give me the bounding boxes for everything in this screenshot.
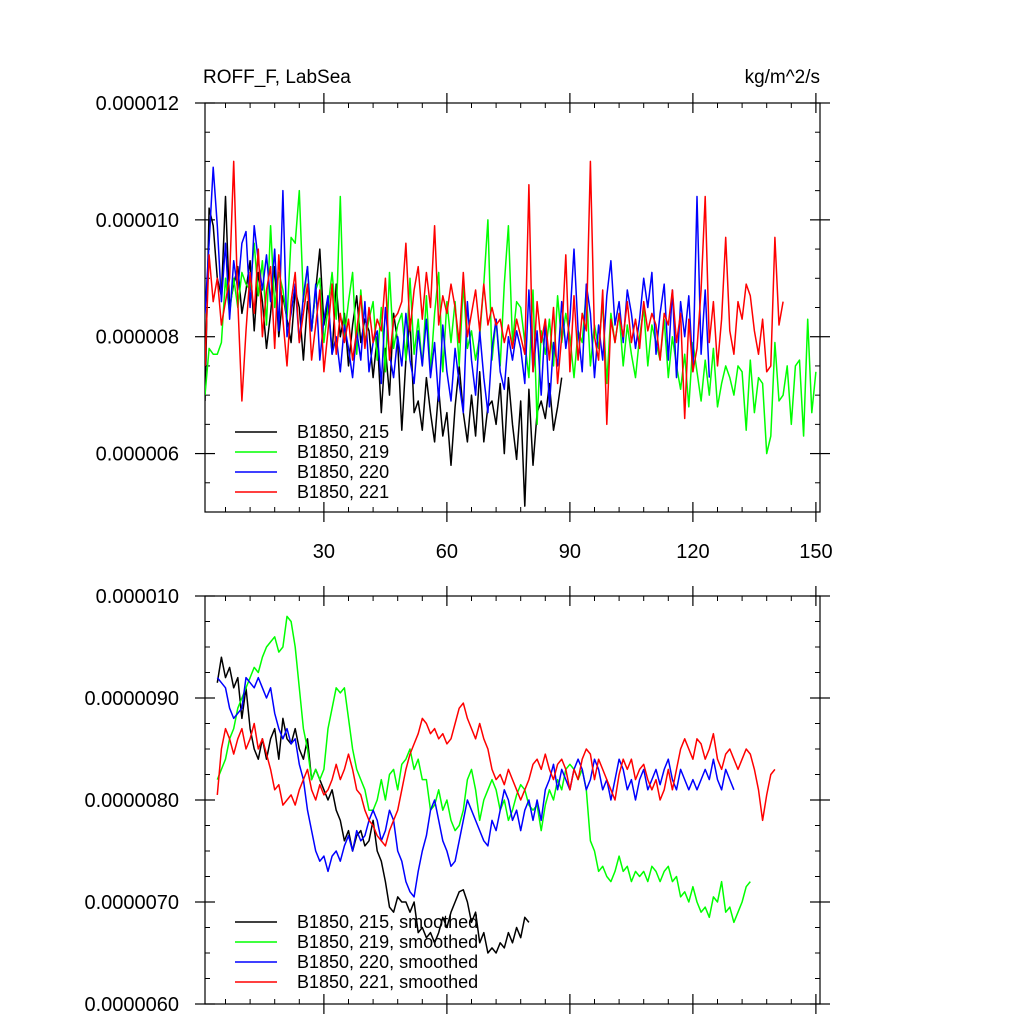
x-tick-label: 120 [676, 541, 709, 563]
y-tick-label: 0.000012 [96, 93, 179, 115]
x-tick-label: 150 [799, 541, 832, 563]
legend-label: B1850, 220, smoothed [297, 952, 478, 972]
series-line-2 [205, 189, 817, 455]
units-label: kg/m^2/s [745, 67, 820, 88]
y-tick-label: 0.0000090 [84, 688, 179, 710]
legend-label: B1850, 221 [297, 482, 389, 502]
y-tick-label: 0.0000080 [84, 790, 179, 812]
x-tick-label: 90 [559, 541, 581, 563]
chart-title: ROFF_F, LabSea [203, 67, 351, 88]
series-line-1 [216, 656, 530, 954]
x-tick-label: 60 [436, 541, 458, 563]
top-panel: ROFF_F, LabSea kg/m^2/s 0.000006 0.000008… [96, 67, 833, 563]
legend-label: B1850, 219 [297, 442, 389, 462]
series-line-1 [205, 195, 563, 507]
legend-label: B1850, 219, smoothed [297, 932, 478, 952]
y-tick-label: 0.000010 [96, 210, 179, 232]
y-tick-label: 0.000008 [96, 327, 179, 349]
y-tick-label: 0.000010 [96, 586, 179, 608]
series-line-4 [216, 702, 776, 847]
legend-label: B1850, 221, smoothed [297, 972, 478, 992]
bottom-panel: 0.0000060 0.0000070 0.0000080 0.0000090 0.00… [84, 586, 830, 1016]
legend-label: B1850, 215 [297, 422, 389, 442]
y-tick-label: 0.000006 [96, 444, 179, 466]
legend-label: B1850, 215, smoothed [297, 912, 478, 932]
y-tick-label: 0.0000060 [84, 994, 179, 1016]
legend-label: B1850, 220 [297, 462, 389, 482]
y-tick-label: 0.0000070 [84, 892, 179, 914]
series-line-4 [205, 160, 784, 426]
series-line-2 [216, 615, 751, 924]
x-tick-label: 30 [313, 541, 335, 563]
